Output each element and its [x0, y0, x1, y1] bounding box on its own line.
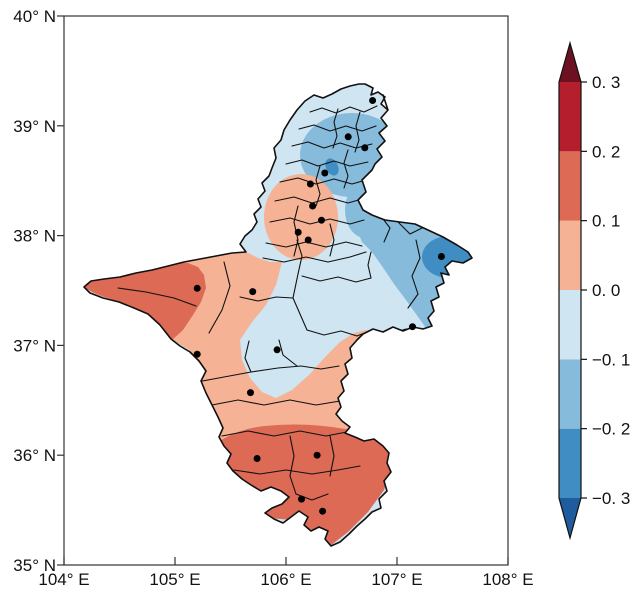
y-tick-label: 35° N [13, 556, 56, 575]
station-dot [309, 202, 317, 210]
colorbar-tick-label: 0. 2 [592, 142, 620, 161]
station-dot [319, 507, 327, 515]
station-dot [409, 323, 416, 331]
colorbar-tick-label: 0. 0 [592, 281, 620, 300]
y-tick-label: 37° N [13, 336, 56, 355]
station-dot [298, 495, 305, 503]
colorbar-segment [559, 290, 581, 360]
contour-region-northwest-red-patch [84, 263, 206, 340]
x-tick-label: 108° E [482, 570, 533, 589]
colorbar-segment [559, 428, 581, 498]
y-tick-label: 39° N [13, 117, 56, 136]
station-dot [306, 180, 314, 188]
colorbar-segment [559, 151, 581, 221]
station-dot [247, 389, 254, 397]
station-dot [321, 169, 329, 177]
y-axis-ticks: 35° N 36° N 37° N 38° N 39° N 40° N [13, 7, 64, 575]
station-dots [193, 97, 445, 515]
station-dot [369, 97, 377, 104]
colorbar-over-arrow [559, 43, 581, 82]
colorbar: −0. 3 −0. 2 −0. 1 0. 0 0. 1 0. 2 0. 3 [558, 40, 630, 541]
colorbar-segment [559, 220, 581, 290]
colorbar-tick-label: 0. 3 [592, 73, 620, 92]
station-dot [304, 236, 312, 244]
station-dot [344, 133, 352, 141]
x-tick-label: 106° E [260, 570, 311, 589]
station-dot [437, 253, 445, 260]
x-axis-ticks: 104° E 105° E 106° E 107° E 108° E [38, 557, 534, 589]
contour-region-south-red-blob [200, 424, 391, 546]
station-dot [294, 228, 302, 236]
station-dot [253, 455, 261, 462]
colorbar-segment [559, 359, 581, 429]
colorbar-under-arrow [559, 498, 581, 538]
station-dot [361, 144, 369, 152]
y-tick-label: 40° N [13, 7, 56, 26]
colorbar-tick-label: −0. 3 [592, 489, 630, 508]
station-dot [193, 350, 201, 358]
x-tick-label: 104° E [38, 570, 89, 589]
station-dot [193, 284, 201, 292]
station-dot [273, 346, 281, 354]
station-dot [318, 216, 325, 224]
x-tick-label: 107° E [371, 570, 422, 589]
colorbar-tick-label: 0. 1 [592, 212, 620, 231]
y-tick-label: 38° N [13, 227, 56, 246]
station-dot [249, 288, 257, 296]
county-boundaries [117, 105, 423, 501]
colorbar-tick-label: −0. 2 [592, 420, 630, 439]
station-dot [313, 451, 321, 459]
colorbar-tick-label: −0. 1 [592, 350, 630, 369]
y-tick-label: 36° N [13, 446, 56, 465]
colorbar-segment [559, 82, 581, 152]
x-tick-label: 105° E [149, 570, 200, 589]
